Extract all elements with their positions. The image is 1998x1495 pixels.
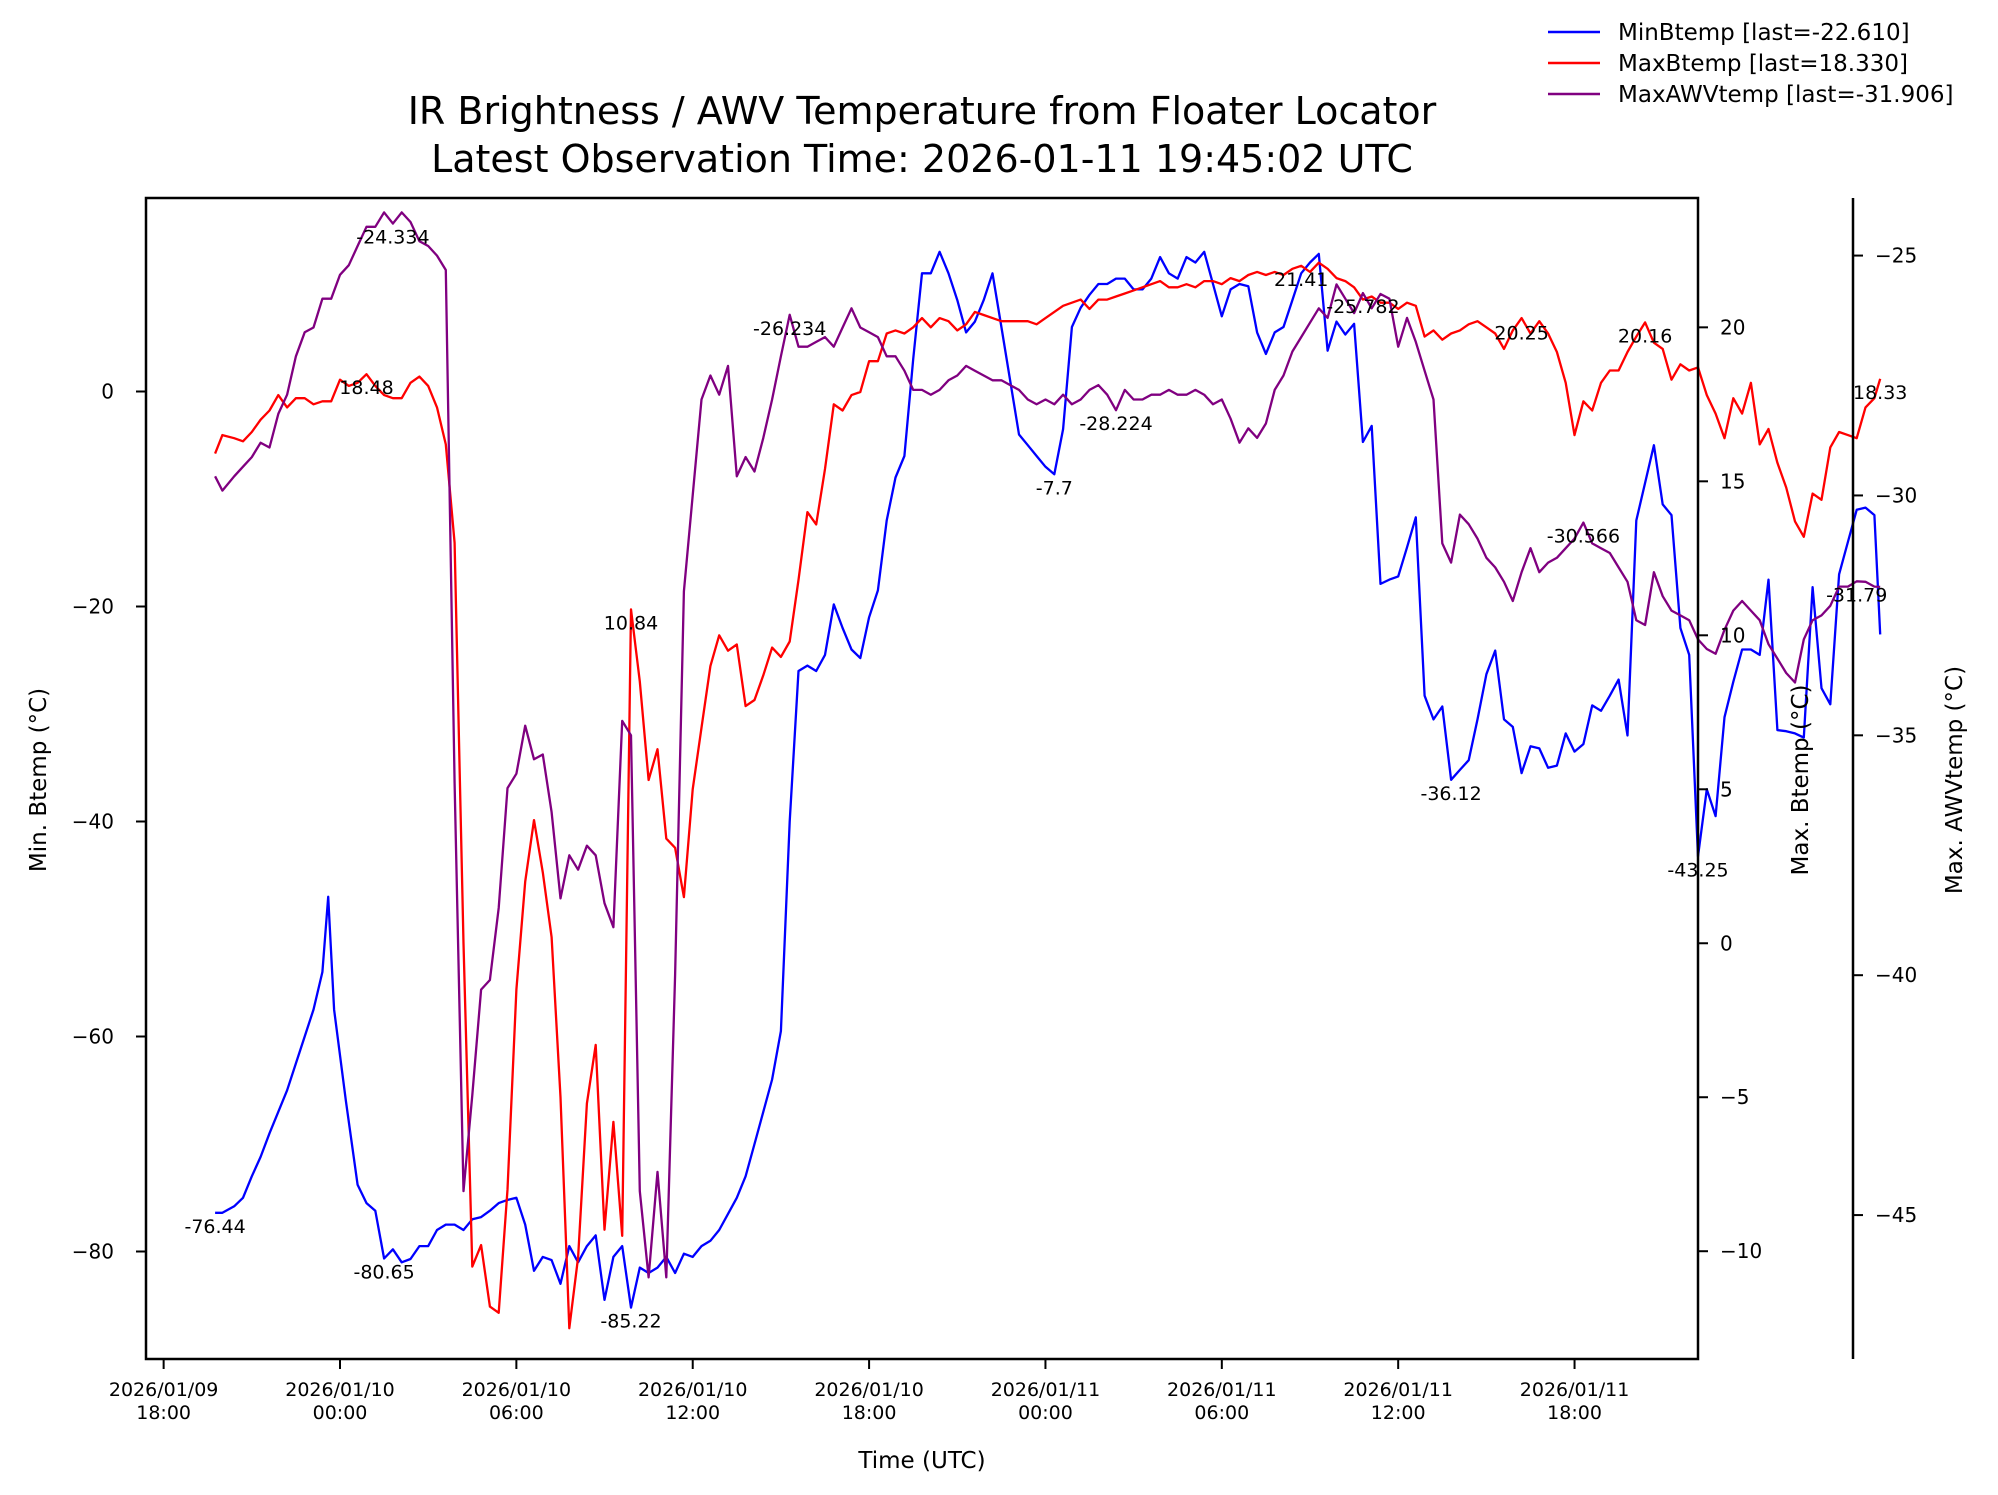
right-axis-2-tick-label-1: −30 <box>1875 483 1917 507</box>
x-axis-ticks: 2026/01/0918:002026/01/1000:002026/01/10… <box>109 1359 1629 1424</box>
x-tick-label-date-6: 2026/01/11 <box>1167 1379 1277 1401</box>
data-label-17: -31.79 <box>1826 584 1887 606</box>
right-axis-tick-label-6: −10 <box>1720 1239 1762 1263</box>
data-label-7: 10.84 <box>604 612 658 634</box>
x-tick-label-time-0: 18:00 <box>136 1402 191 1424</box>
data-label-8: 21.41 <box>1274 269 1328 291</box>
data-label-16: -30.566 <box>1547 526 1620 548</box>
chart-title: IR Brightness / AWV Temperature from Flo… <box>408 89 1437 133</box>
left-axis-ticks: 0 −20 −40 −60 −80 <box>72 380 146 1264</box>
data-label-9: 20.25 <box>1494 323 1548 345</box>
point-annotations: -76.44-80.65-85.22-7.7-36.12-43.2518.481… <box>184 227 1907 1333</box>
series-line-2 <box>214 211 1881 1279</box>
data-label-3: -7.7 <box>1036 477 1073 499</box>
right-axis-tick-label-2: 10 <box>1720 623 1745 647</box>
right-axis-2-label: Max. AWVtemp (°C) <box>1942 666 1968 894</box>
right-axis-2-tick-label-0: −25 <box>1875 244 1917 268</box>
plot-frame <box>144 196 1700 1361</box>
left-axis-tick-label-1: −20 <box>72 595 114 619</box>
x-axis-label: Time (UTC) <box>857 1448 985 1474</box>
x-tick-label-time-3: 12:00 <box>665 1402 720 1424</box>
right-axis-2-tick-label-4: −45 <box>1875 1203 1917 1227</box>
left-axis-tick-label-2: −40 <box>72 810 114 834</box>
series-line-0 <box>215 250 1882 1309</box>
left-axis-tick-label-4: −80 <box>72 1240 114 1264</box>
x-tick-label-date-8: 2026/01/11 <box>1520 1379 1630 1401</box>
series-line-1 <box>214 261 1882 1330</box>
data-label-13: -26.234 <box>753 318 826 340</box>
left-axis-tick-label-3: −60 <box>72 1025 114 1049</box>
data-label-12: -24.334 <box>356 227 429 249</box>
legend-label-1: MaxBtemp [last=18.330] <box>1618 51 1908 77</box>
data-label-15: -25.782 <box>1326 296 1399 318</box>
left-axis-tick-label-0: 0 <box>101 380 114 404</box>
left-axis-label: Min. Btemp (°C) <box>26 688 52 872</box>
right-axis-label: Max. Btemp (°C) <box>1788 685 1814 876</box>
x-tick-label-time-7: 12:00 <box>1371 1402 1426 1424</box>
x-tick-label-date-3: 2026/01/10 <box>638 1379 748 1401</box>
right-axis-2-tick-label-3: −40 <box>1875 963 1917 987</box>
chart-subtitle: Latest Observation Time: 2026-01-11 19:4… <box>431 137 1413 181</box>
right-axis-tick-label-3: 5 <box>1720 777 1733 801</box>
x-tick-label-date-5: 2026/01/11 <box>991 1379 1101 1401</box>
legend: MinBtemp [last=-22.610] MaxBtemp [last=18… <box>1548 20 1953 108</box>
right-axis-tick-label-4: 0 <box>1720 931 1733 955</box>
right-axis-ticks: 20 15 10 5 0 −5 −10 <box>1698 315 1762 1263</box>
x-tick-label-time-1: 00:00 <box>313 1402 368 1424</box>
right-axis-tick-label-0: 20 <box>1720 315 1745 339</box>
legend-label-2: MaxAWVtemp [last=-31.906] <box>1618 82 1953 108</box>
x-tick-label-time-5: 00:00 <box>1018 1402 1073 1424</box>
right-axis-tick-label-1: 15 <box>1720 469 1745 493</box>
x-tick-label-date-1: 2026/01/10 <box>285 1379 395 1401</box>
data-label-10: 20.16 <box>1618 325 1672 347</box>
data-label-6: 18.48 <box>339 377 393 399</box>
data-label-2: -85.22 <box>600 1311 661 1333</box>
right-axis-2-tick-label-2: −35 <box>1875 723 1917 747</box>
data-label-11: 18.33 <box>1853 382 1907 404</box>
x-tick-label-time-6: 06:00 <box>1194 1402 1249 1424</box>
x-tick-label-date-4: 2026/01/10 <box>814 1379 924 1401</box>
right-axis-2-ticks: −25 −30 −35 −40 −45 <box>1853 244 1917 1227</box>
right-axis-tick-label-5: −5 <box>1720 1085 1749 1109</box>
x-tick-label-date-7: 2026/01/11 <box>1343 1379 1453 1401</box>
data-label-4: -36.12 <box>1420 783 1481 805</box>
data-label-0: -76.44 <box>184 1216 245 1238</box>
data-label-14: -28.224 <box>1079 413 1152 435</box>
legend-label-0: MinBtemp [last=-22.610] <box>1618 20 1910 46</box>
data-label-1: -80.65 <box>353 1262 414 1284</box>
x-tick-label-date-2: 2026/01/10 <box>462 1379 572 1401</box>
x-tick-label-time-4: 18:00 <box>842 1402 897 1424</box>
series-lines <box>214 211 1882 1330</box>
x-tick-label-time-2: 06:00 <box>489 1402 544 1424</box>
x-tick-label-date-0: 2026/01/09 <box>109 1379 219 1401</box>
x-tick-label-time-8: 18:00 <box>1547 1402 1602 1424</box>
